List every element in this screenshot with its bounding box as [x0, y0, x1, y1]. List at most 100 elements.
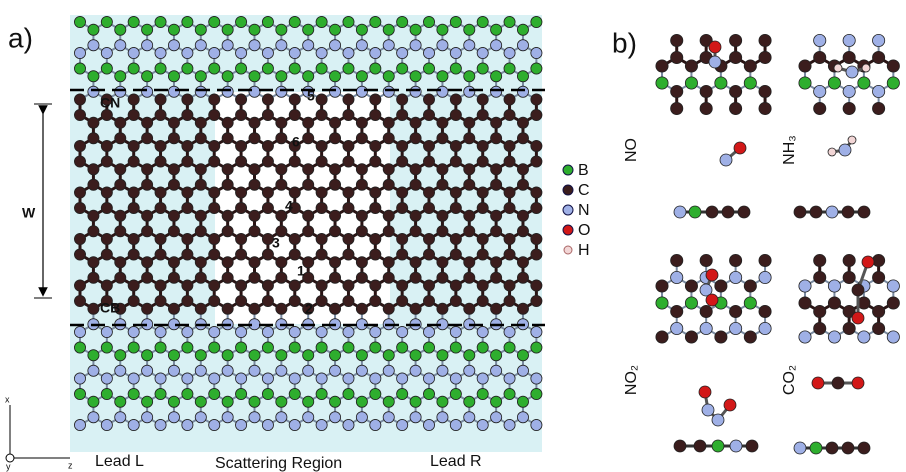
molecule	[794, 206, 870, 218]
atom	[699, 386, 711, 398]
atom	[289, 280, 300, 291]
atom	[491, 117, 502, 128]
atom	[329, 133, 340, 144]
atom	[236, 94, 247, 105]
atom	[700, 254, 712, 266]
atom	[410, 40, 421, 51]
atom	[101, 373, 112, 384]
atom	[209, 63, 220, 74]
atom	[168, 396, 179, 407]
atom	[182, 202, 193, 213]
atom	[370, 109, 381, 120]
molecule-label: NH₃	[781, 135, 798, 165]
atom	[517, 412, 528, 423]
atom	[128, 419, 139, 430]
atom	[423, 388, 434, 399]
atom	[491, 164, 502, 175]
atom	[262, 373, 273, 384]
atom	[464, 179, 475, 190]
atom	[262, 295, 273, 306]
atom	[799, 280, 811, 292]
atom	[128, 373, 139, 384]
atom	[370, 342, 381, 353]
atom	[464, 396, 475, 407]
atom	[209, 187, 220, 198]
atom	[491, 272, 502, 283]
atom	[828, 280, 840, 292]
legend-label: O	[578, 222, 590, 239]
atom	[115, 396, 126, 407]
atom	[356, 133, 367, 144]
atom	[715, 280, 727, 292]
atom	[685, 77, 697, 89]
atom	[115, 210, 126, 221]
atom	[115, 179, 126, 190]
atom	[262, 187, 273, 198]
atom	[182, 16, 193, 27]
atom	[397, 233, 408, 244]
atom	[343, 373, 354, 384]
atom	[74, 280, 85, 291]
atom	[316, 280, 327, 291]
atom	[671, 254, 683, 266]
atom	[491, 40, 502, 51]
atom	[370, 16, 381, 27]
atom	[397, 47, 408, 58]
atom	[142, 226, 153, 237]
atom	[685, 280, 697, 292]
atom	[195, 226, 206, 237]
atom	[316, 373, 327, 384]
atom	[423, 187, 434, 198]
atom	[209, 16, 220, 27]
atom	[842, 206, 854, 218]
atom	[222, 40, 233, 51]
atom	[709, 41, 721, 53]
atom	[101, 202, 112, 213]
atom	[814, 102, 826, 114]
atom	[182, 187, 193, 198]
atom	[209, 373, 220, 384]
atom	[289, 326, 300, 337]
atom	[88, 365, 99, 376]
atom	[794, 206, 806, 218]
atom	[504, 233, 515, 244]
atom	[249, 303, 260, 314]
atom	[724, 399, 736, 411]
atom	[477, 109, 488, 120]
atom	[142, 179, 153, 190]
legend-label: H	[578, 242, 590, 259]
atom	[397, 187, 408, 198]
atom	[168, 365, 179, 376]
atom	[491, 226, 502, 237]
atom	[276, 71, 287, 82]
atom	[128, 388, 139, 399]
atom	[222, 226, 233, 237]
atom	[464, 40, 475, 51]
atom	[464, 365, 475, 376]
atom	[729, 51, 741, 63]
atom	[410, 117, 421, 128]
atom	[383, 71, 394, 82]
atom	[491, 210, 502, 221]
atom	[504, 326, 515, 337]
atom	[872, 102, 884, 114]
atom	[276, 40, 287, 51]
atom	[182, 280, 193, 291]
atom	[517, 257, 528, 268]
atom	[887, 280, 899, 292]
atom	[450, 16, 461, 27]
atom	[303, 350, 314, 361]
atom	[142, 86, 153, 97]
atom	[101, 140, 112, 151]
atom	[517, 210, 528, 221]
atom	[88, 350, 99, 361]
atom	[356, 24, 367, 35]
atom	[168, 179, 179, 190]
atom	[450, 140, 461, 151]
atom	[477, 94, 488, 105]
atom	[168, 303, 179, 314]
atom	[656, 60, 668, 72]
atom	[397, 140, 408, 151]
atom	[370, 280, 381, 291]
figure: a) W CN CB 1 2 3 4 5 6 Lead L Scattering…	[0, 0, 906, 472]
